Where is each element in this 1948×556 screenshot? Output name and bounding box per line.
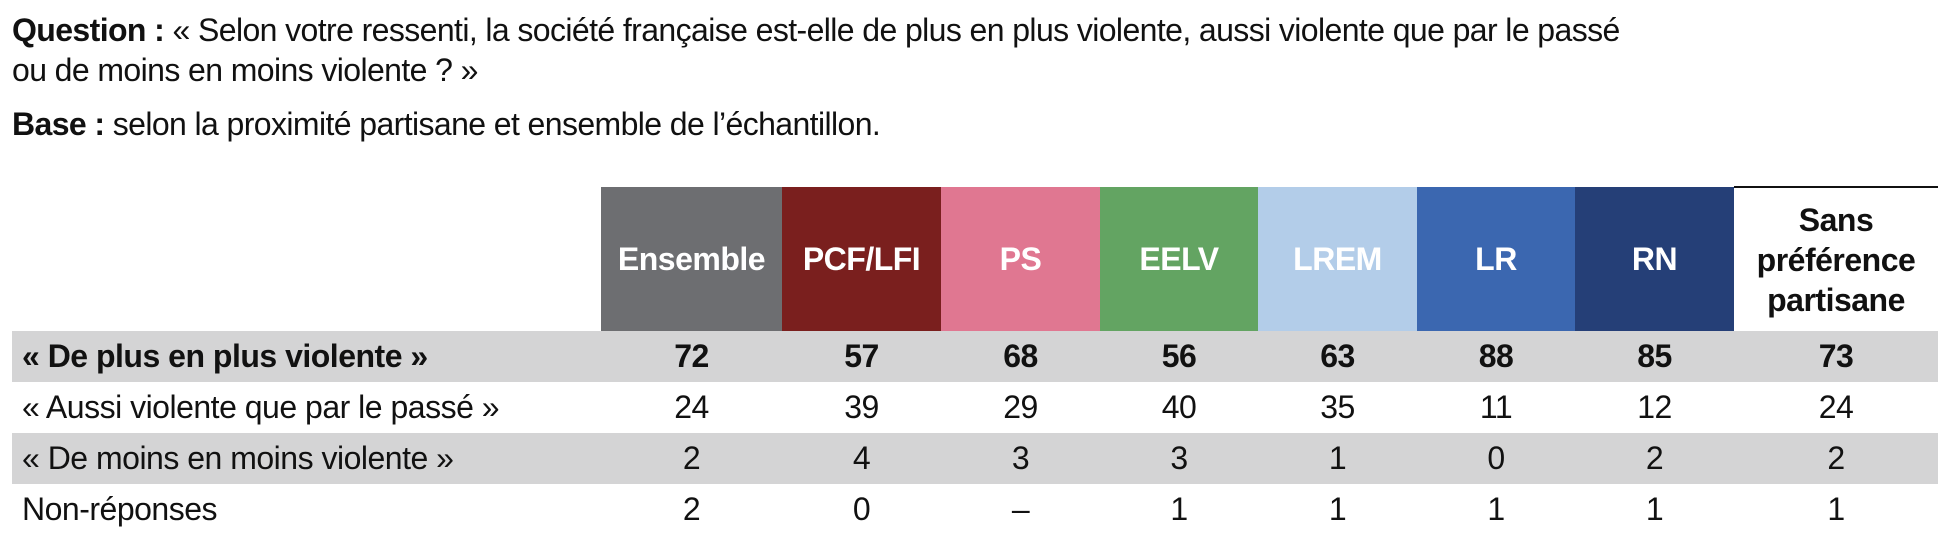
cell: 11 xyxy=(1479,389,1513,425)
cell: 0 xyxy=(1417,433,1575,484)
row-label: « De moins en moins violente » xyxy=(12,433,601,484)
cell: 72 xyxy=(601,331,782,382)
column-header: LREM xyxy=(1258,187,1417,331)
table-body: « De plus en plus violente » 72 57 68 56 63 88… xyxy=(12,331,1938,535)
column-header: PS xyxy=(941,187,1100,331)
row-label: « De plus en plus violente » xyxy=(12,331,601,382)
cell: 1 xyxy=(1487,491,1505,527)
column-header: Ensemble xyxy=(601,187,782,331)
cell: 1 xyxy=(1258,433,1417,484)
question: Question : « Selon votre ressenti, la so… xyxy=(12,10,1620,90)
row-label: « Aussi violente que par le passé » xyxy=(22,389,500,425)
column-header: RN xyxy=(1575,187,1734,331)
column-header: LR xyxy=(1417,187,1575,331)
cell: 56 xyxy=(1100,331,1258,382)
cell: 85 xyxy=(1575,331,1734,382)
question-label: Question : xyxy=(12,12,165,48)
row-label: Non-réponses xyxy=(22,491,218,527)
column-header: Sans préférence partisane xyxy=(1734,186,1938,331)
cell: 68 xyxy=(941,331,1100,382)
cell: 1 xyxy=(1645,491,1664,527)
cell: 35 xyxy=(1320,389,1355,425)
cell: 12 xyxy=(1637,389,1672,425)
cell: 2 xyxy=(1575,433,1734,484)
base-text: selon la proximité partisane et ensemble… xyxy=(112,106,881,142)
cell: 2 xyxy=(1734,433,1938,484)
header-row: Ensemble PCF/LFI PS EELV LREM LR RN Sans préfér… xyxy=(12,186,1938,331)
cell: 1 xyxy=(1170,491,1188,527)
cell: 4 xyxy=(782,433,941,484)
intro: Question : « Selon votre ressenti, la so… xyxy=(12,10,1620,144)
cell: 57 xyxy=(782,331,941,382)
cell: 40 xyxy=(1161,389,1197,425)
base: Base : selon la proximité partisane et e… xyxy=(12,104,1620,144)
cell: 73 xyxy=(1734,331,1938,382)
column-header: PCF/LFI xyxy=(782,187,941,331)
table-row: « Aussi violente que par le passé » 24 39 2… xyxy=(12,382,1938,433)
question-text: « Selon votre ressenti, la société franç… xyxy=(172,12,1621,48)
cell: 3 xyxy=(941,433,1100,484)
table-row: « De moins en moins violente » 2 4 3 3 1 0 2 2 xyxy=(12,433,1938,484)
column-header: EELV xyxy=(1100,187,1258,331)
cell: 29 xyxy=(1003,389,1038,425)
cell: 3 xyxy=(1100,433,1258,484)
cell: 1 xyxy=(1827,491,1845,527)
base-label: Base : xyxy=(12,106,105,142)
question-text: ou de moins en moins violente ? » xyxy=(12,52,478,88)
results-table: Ensemble PCF/LFI PS EELV LREM LR RN Sans préfér… xyxy=(12,186,1938,535)
cell: 88 xyxy=(1417,331,1575,382)
cell: 0 xyxy=(852,491,871,527)
cell: 24 xyxy=(674,389,709,425)
cell: 63 xyxy=(1258,331,1417,382)
cell: – xyxy=(1011,491,1030,527)
cell: 2 xyxy=(601,433,782,484)
cell: 1 xyxy=(1328,491,1347,527)
table-row: Non-réponses 2 0 – 1 1 1 1 1 xyxy=(12,484,1938,535)
cell: 24 xyxy=(1818,389,1854,425)
table-row: « De plus en plus violente » 72 57 68 56 63 88… xyxy=(12,331,1938,382)
cell: 39 xyxy=(844,389,879,425)
cell: 2 xyxy=(682,491,701,527)
corner xyxy=(12,187,601,331)
